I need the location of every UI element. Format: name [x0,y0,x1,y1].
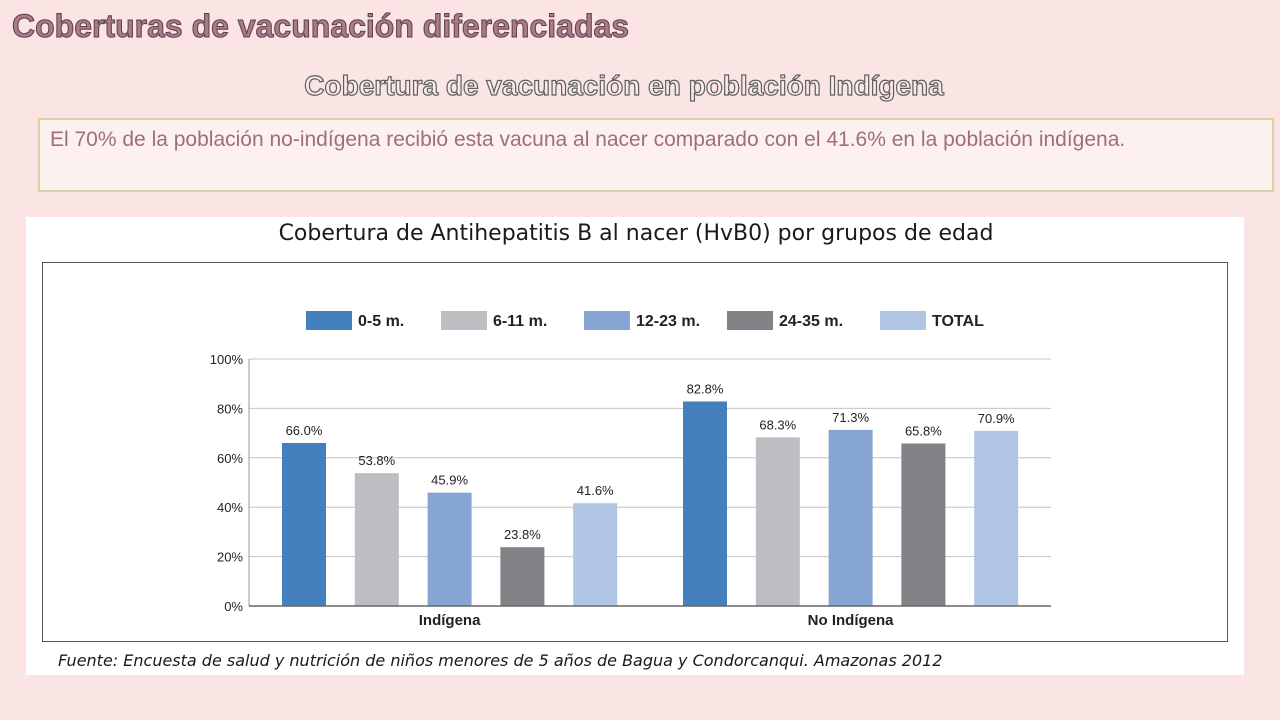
chart-frame [42,262,1228,642]
y-tick-label: 80% [217,401,243,416]
y-tick-label: 100% [210,352,244,367]
bar [683,401,727,606]
y-tick-label: 40% [217,500,243,515]
bar [828,429,873,606]
bar-value-label: 45.9% [431,473,468,488]
y-tick-label: 60% [217,451,243,466]
bar [427,492,472,606]
bar-value-label: 23.8% [504,527,541,542]
bar [755,437,800,606]
bar-value-label: 71.3% [832,410,869,425]
chart-title: Cobertura de Antihepatitis B al nacer (H… [278,221,994,246]
legend-swatch [306,311,352,330]
legend-swatch [441,311,487,330]
legend-label: 0-5 m. [358,313,404,330]
bar [500,547,545,606]
slide-subtitle: Cobertura de vacunación en población Ind… [304,69,945,101]
x-category-label: No Indígena [808,612,894,629]
bar-value-label: 66.0% [286,423,323,438]
note-box: El 70% de la población no-indígena recib… [38,118,1274,192]
legend-label: 24-35 m. [779,313,843,330]
note-text: El 70% de la población no-indígena recib… [50,128,1126,151]
legend-label: 6-11 m. [493,313,547,330]
legend-swatch [584,311,630,330]
y-tick-label: 0% [224,599,243,614]
chart-source-note: Fuente: Encuesta de salud y nutrición de… [58,651,943,670]
bar [573,503,618,606]
bar [901,443,946,606]
slide-title: Coberturas de vacunación diferenciadas [11,8,630,45]
chart-figure [26,217,1244,675]
x-category-label: Indígena [419,612,481,629]
bar-value-label: 68.3% [759,417,796,432]
legend-swatch [727,311,773,330]
bar [282,442,326,606]
bar-value-label: 53.8% [358,453,395,468]
legend-label: 12-23 m. [636,313,700,330]
legend-swatch [880,311,926,330]
bar [354,473,399,606]
bar-value-label: 70.9% [978,411,1015,426]
legend-label: TOTAL [932,313,984,330]
bar-value-label: 41.6% [577,483,614,498]
bar-value-label: 65.8% [905,423,942,438]
y-tick-label: 20% [217,550,243,565]
bar-value-label: 82.8% [687,381,724,396]
bar [974,430,1019,606]
